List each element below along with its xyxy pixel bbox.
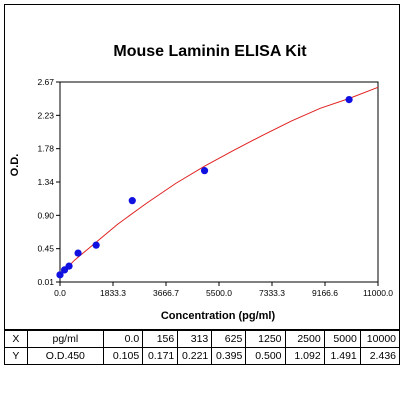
y-tick-label: 0.01 — [37, 277, 54, 287]
x-tick-label: 1833.3 — [100, 288, 126, 298]
table-cell: 0.221 — [177, 347, 213, 365]
data-point — [345, 95, 353, 104]
y-tick-label: 0.90 — [37, 210, 54, 220]
data-point — [65, 262, 73, 270]
table-cell: 2500 — [284, 330, 325, 348]
plot-border — [59, 81, 379, 283]
table-cell: 0.171 — [142, 347, 179, 365]
x-axis-label: Concentration (pg/ml) — [161, 310, 276, 322]
x-tick-label: 5500.0 — [206, 288, 232, 298]
table-cell: 1.491 — [323, 347, 361, 365]
table-unit-cell: pg/ml — [26, 330, 105, 348]
table-cell: 0.395 — [211, 347, 247, 365]
data-point — [200, 167, 209, 175]
table-cell: 5000 — [323, 330, 361, 348]
y-axis-label: O.D. — [9, 154, 21, 177]
table-cell: 313 — [177, 330, 213, 348]
table-cell: 0.105 — [102, 347, 144, 365]
x-tick-label: 0.0 — [54, 288, 66, 298]
y-tick-label: 2.67 — [37, 77, 54, 87]
y-tick-label: 2.23 — [37, 110, 54, 120]
chart-svg: Mouse Laminin ELISA Kit 0.01 0.45 0.90 1.34… — [9, 43, 393, 322]
y-tick-label: 0.45 — [37, 244, 54, 254]
y-tick-label: 1.78 — [37, 144, 54, 154]
chart-frame — [4, 4, 400, 330]
table-row-header: Y — [4, 347, 28, 365]
data-point — [128, 197, 136, 205]
data-point — [56, 271, 64, 279]
x-tick-label: 7333.3 — [259, 288, 285, 298]
x-tick-label: 11000.0 — [363, 288, 393, 298]
table-unit-cell: O.D.450 — [26, 347, 105, 365]
fit-curve — [59, 86, 379, 275]
table-cell: 625 — [211, 330, 247, 348]
table-row-header: X — [4, 330, 28, 348]
data-point — [74, 249, 82, 257]
chart-title: Mouse Laminin ELISA Kit — [113, 43, 307, 60]
table-row: Y O.D.450 0.105 0.171 0.221 0.395 0.500 1.092 1.… — [4, 347, 401, 365]
table-cell: 2.436 — [359, 347, 401, 365]
y-tick-label: 1.34 — [37, 177, 54, 187]
x-tick-label: 3666.7 — [153, 288, 179, 298]
table-cell: 1.092 — [284, 347, 325, 365]
data-point — [92, 241, 100, 249]
x-tick-label: 9166.6 — [312, 288, 338, 298]
table-cell: 156 — [142, 330, 179, 348]
table-cell: 0.500 — [245, 347, 286, 365]
table-cell: 1250 — [245, 330, 286, 348]
table-cell: 10000 — [359, 330, 401, 348]
table-cell: 0.0 — [102, 330, 144, 348]
plot-area: 0.01 0.45 0.90 1.34 1.78 2.23 2.67 0.0 1833.3 366… — [37, 77, 393, 298]
